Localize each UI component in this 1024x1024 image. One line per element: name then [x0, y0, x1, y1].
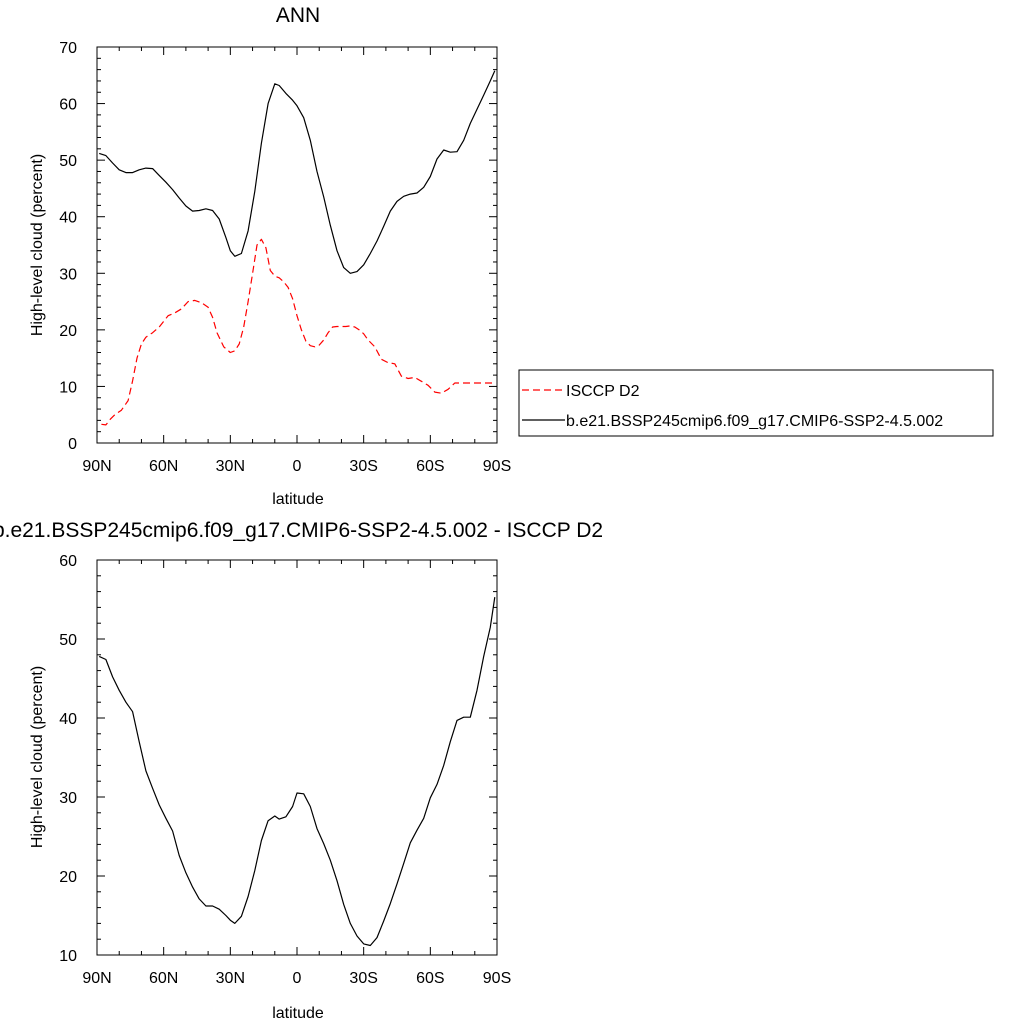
x-tick-label: 90N [82, 458, 111, 475]
x-axis-label: latitude [272, 1005, 324, 1022]
y-axis-label: High-level cloud (percent) [29, 154, 46, 336]
x-tick-label: 30N [216, 458, 245, 475]
legend: ISCCP D2 b.e21.BSSP245cmip6.f09_g17.CMIP… [518, 369, 994, 437]
difference-panel: b.e21.BSSP245cmip6.f09_g17.CMIP6-SSP2-4.… [0, 519, 603, 1022]
y-tick-label: 40 [59, 210, 77, 227]
series-group [98, 597, 496, 947]
x-axis-label: latitude [272, 491, 324, 508]
y-axis-label: High-level cloud (percent) [29, 666, 46, 848]
x-tick-label: 90N [82, 970, 111, 987]
x-tick-label: 60N [149, 458, 178, 475]
x-tick-label: 90S [483, 970, 511, 987]
x-tick-label: 0 [293, 970, 302, 987]
legend-label-model: b.e21.BSSP245cmip6.f09_g17.CMIP6-SSP2-4.… [566, 413, 943, 430]
tick-group: 90N 60N 30N 0 30S 60S 90S 0 10 20 30 40 50 60 70 [59, 40, 511, 475]
legend-label-isccp: ISCCP D2 [566, 383, 640, 400]
chart-title: b.e21.BSSP245cmip6.f09_g17.CMIP6-SSP2-4.… [0, 519, 603, 542]
y-tick-label: 20 [59, 323, 77, 340]
y-tick-label: 70 [59, 40, 77, 57]
y-tick-label: 50 [59, 153, 77, 170]
y-tick-label: 50 [59, 632, 77, 649]
y-tick-label: 40 [59, 711, 77, 728]
y-tick-label: 60 [59, 97, 77, 114]
climatology-panel: ANN High-level cloud (percent) latitude … [29, 4, 511, 508]
series-line-b-e21-bssp245cmip6-f09-g17-cmip6-ssp2-4-5-002 [99, 70, 496, 274]
series-group [99, 70, 496, 426]
y-tick-label: 30 [59, 790, 77, 807]
tick-group: 90N 60N 30N 0 30S 60S 90S 10 20 30 40 50 60 [59, 553, 511, 987]
series-line-isccp [101, 238, 493, 426]
y-tick-label: 10 [59, 379, 77, 396]
y-tick-label: 0 [68, 436, 77, 453]
series-line-difference [98, 597, 496, 947]
x-tick-label: 30S [349, 458, 377, 475]
chart-title: ANN [276, 4, 320, 27]
x-tick-label: 30N [216, 970, 245, 987]
x-tick-label: 60S [416, 970, 444, 987]
x-tick-label: 60S [416, 458, 444, 475]
x-tick-label: 90S [483, 458, 511, 475]
y-tick-label: 10 [59, 948, 77, 965]
plot-frame [96, 46, 498, 444]
y-tick-label: 20 [59, 869, 77, 886]
legend-box [518, 369, 994, 437]
x-tick-label: 0 [293, 458, 302, 475]
x-tick-label: 30S [349, 970, 377, 987]
y-tick-label: 30 [59, 266, 77, 283]
plot-frame [96, 559, 498, 956]
x-tick-label: 60N [149, 970, 178, 987]
y-tick-label: 60 [59, 553, 77, 570]
